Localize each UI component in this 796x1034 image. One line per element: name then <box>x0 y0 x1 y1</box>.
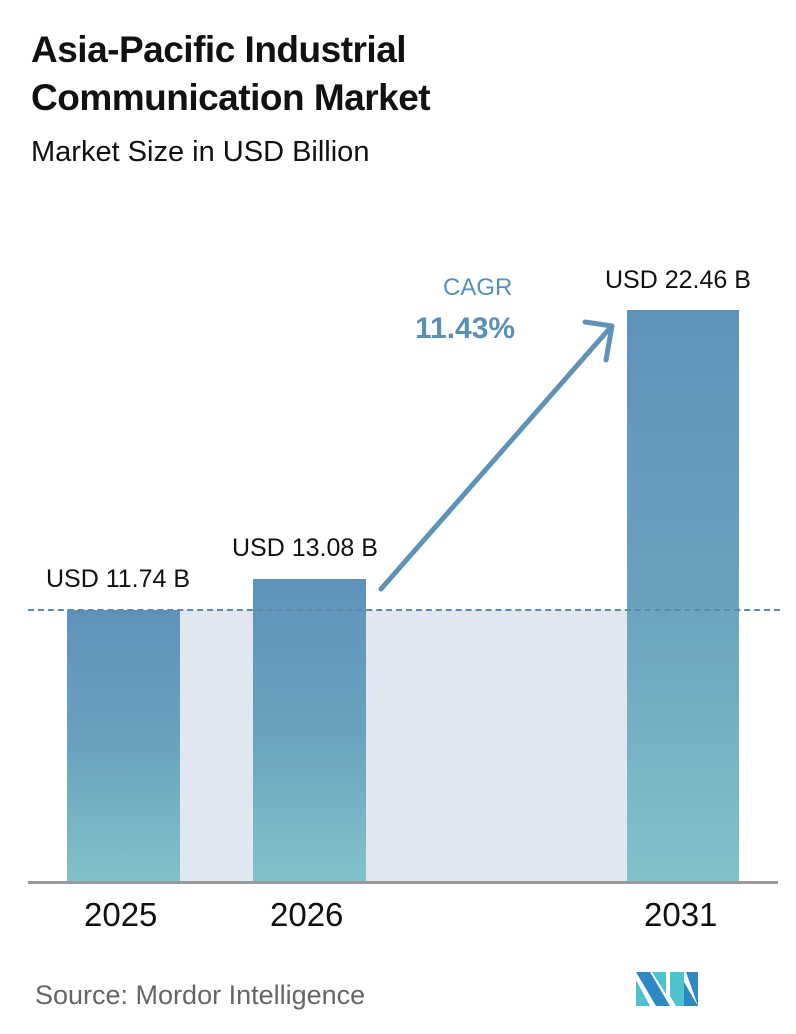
chart-title: Asia-Pacific Industrial Communication Ma… <box>31 26 431 122</box>
bar-2026 <box>253 579 366 882</box>
title-line-1: Asia-Pacific Industrial <box>31 29 407 70</box>
source-text: Source: Mordor Intelligence <box>35 980 366 1010</box>
x-tick-2031: 2031 <box>644 896 718 933</box>
bar-label-2025: USD 11.74 B <box>46 565 191 593</box>
x-axis-baseline <box>28 881 778 884</box>
bar-2031 <box>627 310 739 882</box>
chart-subtitle: Market Size in USD Billion <box>31 136 370 168</box>
reference-dashed-line <box>28 609 780 611</box>
bar-2025 <box>67 610 180 882</box>
bar-label-2026: USD 13.08 B <box>232 534 378 562</box>
bar-label-2031: USD 22.46 B <box>605 266 751 294</box>
x-tick-2026: 2026 <box>270 896 344 933</box>
title-line-2: Communication Market <box>31 77 431 118</box>
cagr-label: CAGR <box>443 274 513 301</box>
cagr-value: 11.43% <box>415 312 516 345</box>
x-tick-2025: 2025 <box>84 896 158 933</box>
mordor-intelligence-logo-icon <box>636 972 698 1006</box>
